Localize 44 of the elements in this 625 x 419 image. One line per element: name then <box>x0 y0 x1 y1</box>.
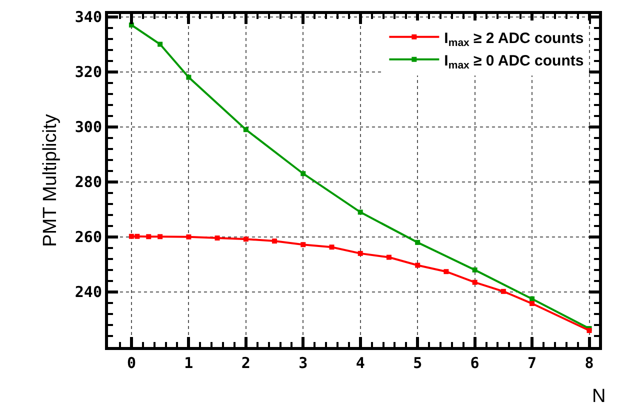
point <box>186 234 192 240</box>
x-tick-label: 1 <box>184 354 194 372</box>
y-tick-label: 240 <box>74 283 102 302</box>
point <box>358 250 363 256</box>
point <box>530 301 535 306</box>
y-tick-label: 300 <box>74 118 102 136</box>
point <box>444 269 449 274</box>
y-tick-label: 320 <box>74 63 102 82</box>
point <box>272 238 278 244</box>
point <box>128 234 134 239</box>
point <box>329 244 334 250</box>
y-tick-label: 340 <box>74 8 102 26</box>
point <box>500 288 506 294</box>
x-axis-title: N <box>592 386 606 407</box>
point <box>146 234 152 240</box>
y-tick-label: 260 <box>74 228 102 246</box>
point <box>158 234 163 240</box>
point <box>415 262 420 268</box>
x-tick-label: 0 <box>126 354 136 372</box>
point <box>358 210 363 215</box>
point <box>243 236 248 242</box>
x-tick-label: 2 <box>241 354 250 372</box>
x-tick-label: 8 <box>584 354 594 372</box>
legend-label: I$_{max}$ ≥ 0 ADC counts <box>444 52 584 72</box>
point <box>214 236 220 241</box>
x-tick-label: 4 <box>356 354 365 372</box>
x-tick-label: 6 <box>470 354 480 372</box>
point <box>300 171 306 176</box>
legend-label: I$_{max}$ ≥ 2 ADC counts <box>444 30 584 49</box>
x-tick-label: 7 <box>528 354 537 372</box>
point <box>158 42 163 47</box>
y-axis-title: PMT Multiplicity <box>40 114 61 247</box>
point <box>300 242 306 248</box>
point <box>186 74 192 80</box>
x-tick-label: 5 <box>413 354 422 372</box>
point <box>530 296 535 302</box>
point <box>472 267 478 272</box>
point <box>134 234 140 239</box>
point <box>472 280 478 285</box>
y-tick-label: 280 <box>74 173 102 192</box>
point <box>243 127 248 132</box>
point <box>386 254 392 260</box>
x-tick-label: 3 <box>298 354 308 372</box>
point <box>415 240 420 245</box>
